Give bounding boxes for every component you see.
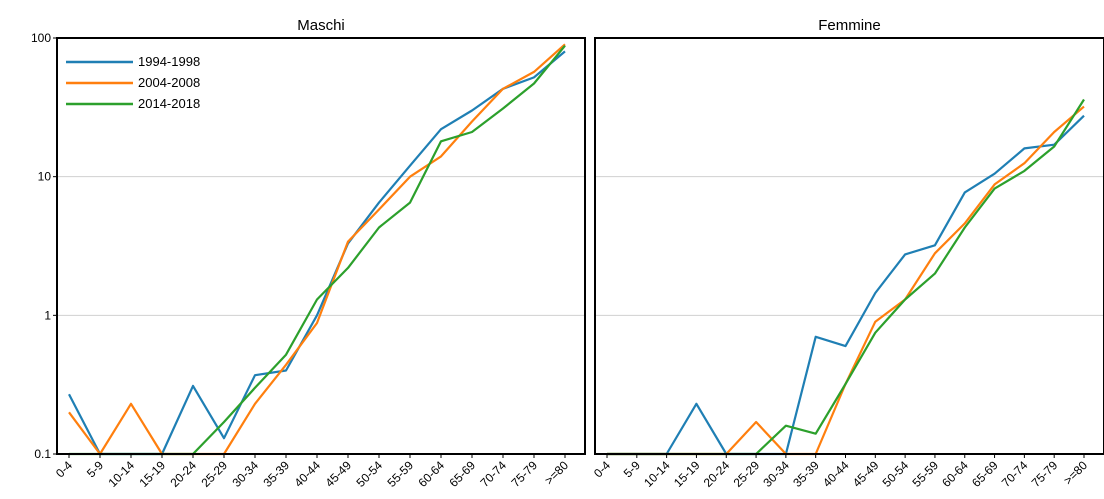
x-tick-label: 55-59 — [385, 458, 417, 490]
panel-0: Maschi 0.1 1 10 100 0-4 5-9 10-14 15-19 20-24 25-2… — [31, 17, 586, 490]
x-tick-label: 35-39 — [790, 458, 822, 490]
x-tick-label: 5-9 — [84, 458, 106, 480]
x-tick-label: >=80 — [542, 458, 571, 487]
x-tick-label: >=80 — [1061, 458, 1090, 487]
x-tick-label: 0-4 — [53, 458, 75, 480]
x-tick-label: 30-34 — [760, 458, 792, 490]
x-tick-label: 25-29 — [731, 458, 763, 490]
x-tick-label: 40-44 — [820, 458, 852, 490]
legend: 1994-1998 2004-2008 2014-2018 — [66, 54, 200, 111]
legend-label: 1994-1998 — [138, 54, 200, 69]
x-tick-label: 65-69 — [447, 458, 479, 490]
series-line-1994-1998 — [607, 114, 1085, 456]
x-tick-label: 60-64 — [416, 458, 448, 490]
series-line-2014-2018 — [607, 98, 1085, 456]
x-tick-label: 50-54 — [880, 458, 912, 490]
x-tick-label: 75-79 — [1029, 458, 1061, 490]
x-tick-label: 45-49 — [850, 458, 882, 490]
y-tick-label: 10 — [38, 170, 52, 184]
panel-title: Femmine — [818, 17, 881, 34]
x-tick-label: 60-64 — [939, 458, 971, 490]
y-tick-label: 100 — [31, 31, 51, 45]
x-tick-label: 10-14 — [106, 458, 138, 490]
x-tick-label: 25-29 — [199, 458, 231, 490]
y-tick-label: 1 — [44, 308, 51, 322]
x-tick-label: 65-69 — [969, 458, 1001, 490]
x-tick-label: 10-14 — [641, 458, 673, 490]
y-tick-label: 0.1 — [34, 447, 51, 461]
x-tick-label: 20-24 — [168, 458, 200, 490]
x-tick-label: 5-9 — [621, 458, 643, 480]
series-line-1994-1998 — [68, 50, 566, 456]
legend-label: 2014-2018 — [138, 96, 200, 111]
x-tick-label: 0-4 — [591, 458, 613, 480]
panel-1: Femmine 0-4 5-910-1415-1920-2425-2930-3435… — [591, 17, 1104, 490]
x-tick-label: 45-49 — [323, 458, 355, 490]
x-tick-label: 70-74 — [478, 458, 510, 490]
x-tick-label: 50-54 — [354, 458, 386, 490]
x-tick-label: 40-44 — [292, 458, 324, 490]
panel-title: Maschi — [297, 17, 345, 34]
plot-frame — [594, 37, 1104, 455]
x-tick-label: 35-39 — [261, 458, 293, 490]
x-tick-label: 75-79 — [509, 458, 541, 490]
x-tick-label: 55-59 — [909, 458, 941, 490]
x-tick-label: 20-24 — [701, 458, 733, 490]
legend-label: 2004-2008 — [138, 75, 200, 90]
series-line-2004-2008 — [68, 43, 566, 456]
x-tick-label: 15-19 — [671, 458, 703, 490]
x-tick-label: 70-74 — [999, 458, 1031, 490]
plot-frame — [56, 37, 586, 455]
x-tick-label: 30-34 — [230, 458, 262, 490]
x-tick-label: 15-19 — [137, 458, 169, 490]
